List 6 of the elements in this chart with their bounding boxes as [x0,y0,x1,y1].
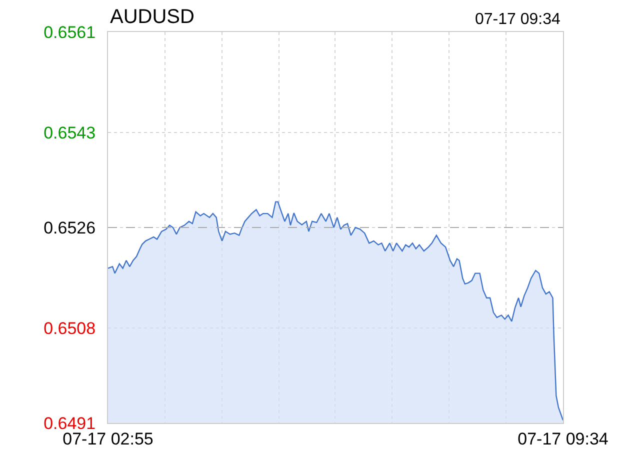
text: 07-17 09:34 [475,11,561,28]
y-tick-label: 0.6543 [44,123,96,142]
y-tick-label: 0.6508 [44,318,96,338]
y-tick-label: 0.6561 [44,22,96,42]
chart-title: AUDUSD [110,6,194,28]
y-tick-label: 0.6526 [44,218,96,238]
